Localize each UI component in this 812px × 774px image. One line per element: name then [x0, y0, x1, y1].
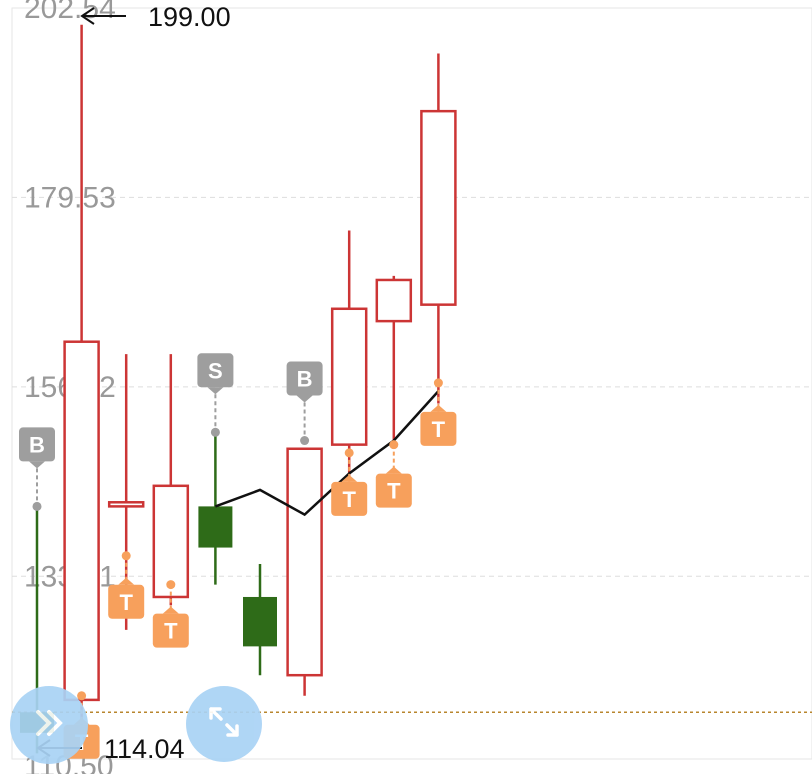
- marker-pointer: [29, 461, 45, 469]
- candle: [243, 564, 277, 676]
- marker-box: [286, 361, 323, 396]
- candles: [20, 24, 457, 754]
- plot-frame: [11, 7, 812, 760]
- trade-marker-t: T: [152, 580, 189, 648]
- marker-box: [197, 353, 234, 388]
- candle: [63, 24, 100, 750]
- marker-pointer: [162, 606, 179, 614]
- indicator-line: [214, 390, 440, 517]
- marker-pointer: [296, 395, 313, 403]
- marker-label: B: [29, 432, 45, 457]
- max-label: 199.00: [80, 2, 231, 32]
- extreme-value: 114.04: [104, 734, 185, 764]
- y-tick-label: 202.54: [24, 0, 116, 25]
- candle-body: [198, 506, 233, 548]
- marker-pointer: [430, 404, 447, 412]
- candle-body: [243, 596, 277, 647]
- trade-marker-b: B: [19, 427, 55, 511]
- marker-label: B: [297, 367, 313, 392]
- marker-label: T: [342, 487, 356, 512]
- marker-dot: [389, 440, 399, 450]
- marker-dot: [77, 691, 87, 701]
- extreme-value: 199.00: [148, 2, 231, 32]
- marker-label: T: [432, 417, 446, 442]
- trade-marker-t: T: [331, 448, 368, 516]
- candle: [420, 53, 457, 404]
- marker-pointer: [385, 466, 402, 474]
- candle: [375, 275, 413, 449]
- marker-pointer: [341, 474, 358, 482]
- candle: [198, 432, 233, 585]
- double-chevron-right-icon: [32, 706, 66, 745]
- fullscreen-button[interactable]: [186, 686, 262, 762]
- marker-box: [420, 411, 457, 446]
- expand-diagonal-icon: [204, 702, 244, 747]
- marker-label: T: [119, 590, 133, 615]
- marker-label: T: [164, 619, 178, 644]
- indicator-line-layer: [214, 390, 440, 517]
- candle-body: [107, 501, 145, 508]
- marker-dot: [433, 378, 443, 388]
- grid-layer: [11, 7, 812, 760]
- scroll-latest-button[interactable]: [10, 686, 88, 764]
- marker-dot: [121, 551, 131, 561]
- trade-marker-t: T: [108, 551, 145, 619]
- marker-dot: [32, 501, 42, 511]
- trade-marker-t: T: [420, 378, 457, 446]
- candle-body: [375, 278, 413, 323]
- marker-box: [152, 613, 189, 648]
- candle-body: [286, 447, 323, 677]
- trade-marker-t: T: [375, 440, 412, 508]
- candle-body: [152, 484, 190, 599]
- candle-body: [330, 307, 368, 446]
- marker-dot: [300, 436, 310, 446]
- marker-box: [331, 481, 368, 516]
- candle-body: [63, 340, 100, 702]
- marker-box: [375, 473, 412, 508]
- marker-pointer: [207, 387, 224, 395]
- candle-body: [420, 109, 457, 306]
- y-tick-label: 179.53: [24, 181, 116, 214]
- candle: [286, 447, 323, 696]
- marker-label: S: [208, 358, 223, 383]
- marker-pointer: [118, 577, 135, 585]
- marker-box: [19, 427, 55, 462]
- marker-label: T: [387, 479, 401, 504]
- marker-dot: [210, 427, 220, 437]
- candle: [152, 354, 190, 606]
- extreme-labels: 199.00 114.04: [36, 2, 231, 764]
- extreme-arrow-head: [80, 7, 95, 25]
- trade-marker-s: S: [197, 353, 234, 437]
- trade-marker-b: B: [286, 361, 323, 446]
- marker-dot: [344, 448, 354, 458]
- marker-dot: [166, 580, 176, 590]
- candle: [330, 230, 368, 478]
- marker-box: [108, 584, 145, 619]
